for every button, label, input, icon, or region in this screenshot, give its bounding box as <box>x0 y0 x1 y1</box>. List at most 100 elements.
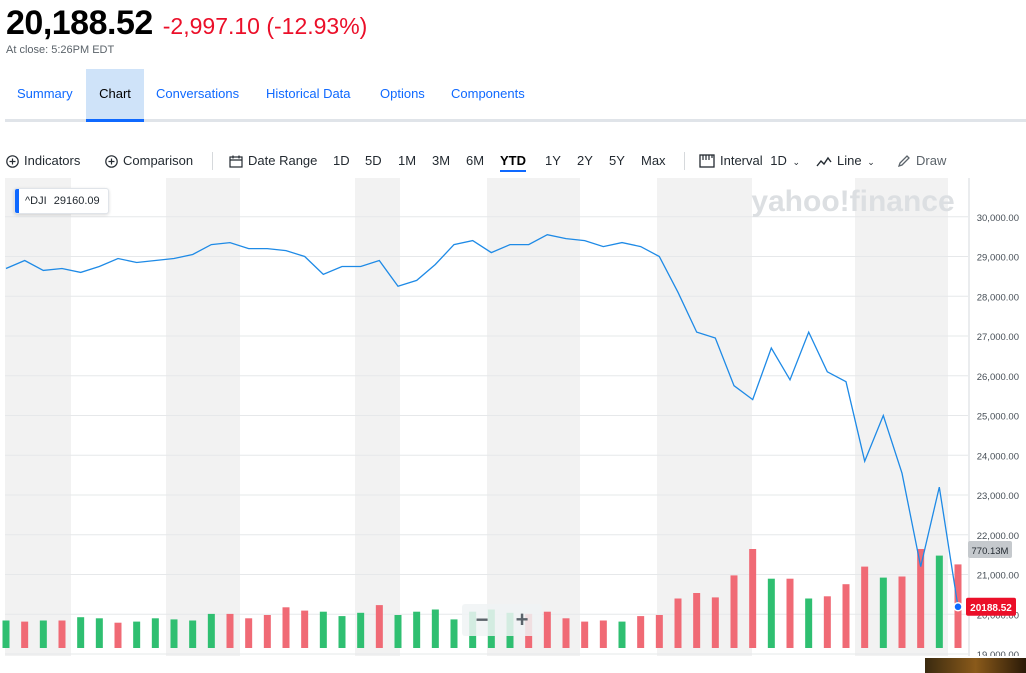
chart-type-label: Line <box>837 153 862 168</box>
volume-bar <box>543 611 551 648</box>
plus-circle-icon <box>6 155 19 168</box>
draw-button[interactable]: Draw <box>897 152 946 170</box>
volume-bar <box>823 596 831 648</box>
interval-button[interactable]: Interval 1D ⌄ <box>699 152 800 170</box>
range-1m[interactable]: 1M <box>398 153 417 168</box>
calendar-icon <box>229 155 243 168</box>
range-max[interactable]: Max <box>641 153 666 168</box>
volume-bar <box>95 618 103 648</box>
volume-bar <box>375 605 383 648</box>
interval-ruler-icon <box>699 154 715 168</box>
volume-bar <box>133 621 141 648</box>
indicators-button[interactable]: Indicators <box>6 152 80 170</box>
zoom-controls: − + <box>462 604 542 636</box>
volume-bar <box>263 615 271 648</box>
range-2y[interactable]: 2Y <box>577 153 593 168</box>
volume-bar <box>114 622 122 648</box>
tab-components[interactable]: Components <box>451 86 525 101</box>
week-band <box>855 178 948 656</box>
interval-value: 1D <box>770 153 787 168</box>
video-thumbnail[interactable] <box>925 658 1026 673</box>
y-tick-label: 22,000.00 <box>977 531 1019 542</box>
volume-bar <box>319 611 327 648</box>
volume-bar <box>767 578 775 648</box>
volume-bar <box>338 616 346 648</box>
volume-bar <box>730 575 738 648</box>
legend-swatch <box>15 189 19 213</box>
tab-options[interactable]: Options <box>380 86 425 101</box>
quote-tabs: Summary Chart Conversations Historical D… <box>5 69 1026 122</box>
line-chart-icon <box>816 156 832 167</box>
y-tick-label: 25,000.00 <box>977 412 1019 423</box>
range-6m[interactable]: 6M <box>466 153 485 168</box>
volume-bar <box>2 620 10 648</box>
volume-bar <box>58 620 66 648</box>
interval-label: Interval <box>720 153 763 168</box>
volume-bar <box>151 618 159 648</box>
range-1d[interactable]: 1D <box>333 153 350 168</box>
chevron-down-icon: ⌄ <box>792 157 801 167</box>
current-price: 20,188.52 <box>6 4 153 42</box>
zoom-in-button[interactable]: + <box>515 607 529 632</box>
volume-bar <box>917 549 925 648</box>
comparison-label: Comparison <box>123 153 194 168</box>
tab-chart[interactable]: Chart <box>86 69 144 122</box>
week-band <box>657 178 752 656</box>
volume-bar <box>282 607 290 648</box>
last-price-tag <box>966 597 1016 616</box>
volume-bar <box>39 620 47 648</box>
toolbar-divider <box>212 152 213 170</box>
legend-symbol: ^DJI <box>25 195 47 207</box>
volume-bar <box>581 621 589 648</box>
y-tick-label: 28,000.00 <box>977 292 1019 303</box>
range-5y[interactable]: 5Y <box>609 153 625 168</box>
volume-bar <box>861 566 869 648</box>
volume-bar <box>749 549 757 648</box>
date-range-button[interactable]: Date Range <box>229 152 317 170</box>
y-tick-label: 30,000.00 <box>977 213 1019 224</box>
range-5d[interactable]: 5D <box>365 153 382 168</box>
pencil-icon <box>897 155 910 168</box>
indicators-label: Indicators <box>24 153 81 168</box>
tab-historical-data[interactable]: Historical Data <box>266 86 351 101</box>
toolbar-divider <box>684 152 685 170</box>
price-chart[interactable]: 30,000.00 29,000.00 28,000.00 27,000.00 26,0… <box>0 178 1026 656</box>
quote-header: 20,188.52 -2,997.10 (-12.93%) <box>6 4 367 43</box>
volume-bar <box>189 620 197 648</box>
volume-bar <box>898 576 906 648</box>
price-line <box>5 234 959 607</box>
volume-tag <box>968 541 1012 558</box>
close-time: At close: 5:26PM EDT <box>6 44 115 56</box>
volume-tag-label: 770.13M <box>972 546 1009 557</box>
zoom-out-button[interactable]: − <box>475 607 489 632</box>
last-price-dot <box>953 602 963 612</box>
draw-label: Draw <box>916 153 947 168</box>
date-range-label: Date Range <box>248 153 318 168</box>
y-tick-label: 26,000.00 <box>977 372 1019 383</box>
volume-bar <box>842 584 850 648</box>
volume-bar <box>394 615 402 648</box>
tab-conversations[interactable]: Conversations <box>156 86 240 101</box>
volume-bar <box>935 555 943 648</box>
volume-bar <box>77 617 85 648</box>
range-ytd[interactable]: YTD <box>500 152 526 172</box>
volume-bar <box>711 597 719 648</box>
week-band <box>487 178 580 656</box>
y-tick-label: 19,000.00 <box>977 650 1019 656</box>
chevron-down-icon: ⌄ <box>867 157 875 167</box>
volume-bar <box>431 609 439 648</box>
legend-value: 29160.09 <box>53 195 100 207</box>
volume-bar <box>207 613 215 648</box>
comparison-button[interactable]: Comparison <box>105 152 193 170</box>
volume-bar <box>805 598 813 648</box>
volume-bar <box>879 577 887 648</box>
y-tick-label: 24,000.00 <box>977 451 1019 462</box>
volume-bar <box>655 615 663 648</box>
tab-summary[interactable]: Summary <box>17 86 73 101</box>
week-band <box>5 178 71 656</box>
chart-type-button[interactable]: Line ⌄ <box>816 152 875 170</box>
range-1y[interactable]: 1Y <box>545 153 561 168</box>
range-3m[interactable]: 3M <box>432 153 451 168</box>
price-change: -2,997.10 (-12.93%) <box>162 13 368 39</box>
y-tick-label: 29,000.00 <box>977 253 1019 264</box>
